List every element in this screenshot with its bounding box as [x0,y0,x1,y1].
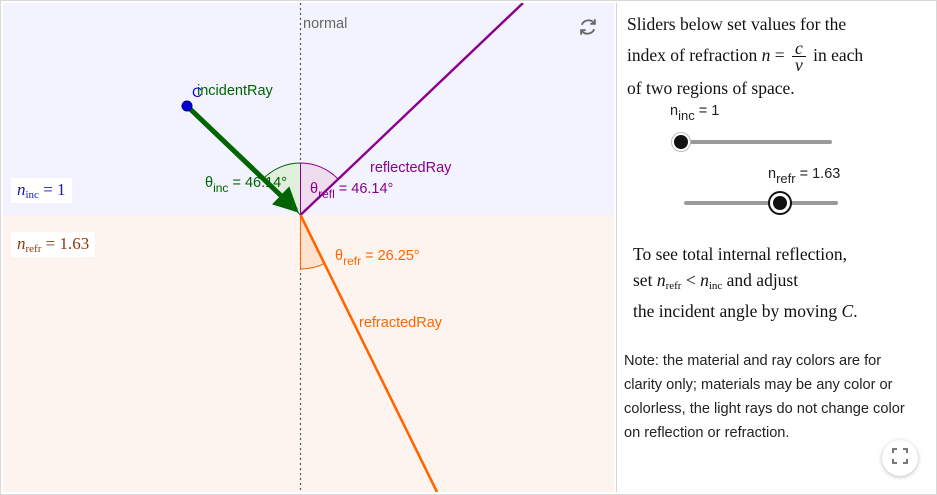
theta-refl-label: θrefl = 46.14° [310,181,393,201]
point-c[interactable] [181,100,193,112]
slider-n-inc-track[interactable] [680,140,832,144]
reset-icon[interactable] [577,16,599,38]
slider-n-inc-handle[interactable] [674,135,688,149]
incident-ray-label: incidentRay [197,83,274,99]
theta-refr-label: θrefr = 26.25° [335,248,420,268]
reflected-ray [299,3,524,216]
howto-line-3: the incident angle by moving C. [633,301,858,321]
howto-line-2: set nrefr < ninc and adjust [633,269,799,292]
intro-line-3: of two regions of space. [627,78,795,99]
slider-n-refr-label: nrefr = 1.63 [768,166,841,186]
theta-inc-label: θinc = 46.14° [205,175,287,195]
intro-text: Sliders below set values for the index o… [627,9,927,104]
ray-diagram[interactable]: normal C incidentRay reflectedRay refrac… [3,3,614,492]
fullscreen-icon [892,447,908,469]
n-refr-box: nrefr = 1.63 [11,232,96,257]
refracted-ray-label: refractedRay [359,315,443,331]
slider-n-refr-handle[interactable] [770,193,790,213]
n-inc-box: ninc = 1 [11,178,72,203]
howto-line-1: To see total internal reflection, [633,244,848,264]
fullscreen-button[interactable] [882,440,918,476]
panel-divider [616,3,617,492]
reflected-ray-label: reflectedRay [370,160,452,176]
slider-n-refr-track[interactable] [684,201,838,205]
normal-label: normal [303,16,347,32]
graphics-view[interactable]: normal C incidentRay reflectedRay refrac… [3,3,614,492]
note-text: Note: the material and ray colors are fo… [624,353,905,441]
algebra-panel: Sliders below set values for the index o… [618,3,934,492]
refracted-ray [299,214,439,492]
slider-n-inc-label: ninc = 1 [670,103,720,123]
howto-text: To see total internal reflection, set nr… [633,242,933,325]
incident-ray[interactable] [185,104,299,213]
point-c-label: C [192,84,202,100]
intro-line-1: Sliders below set values for the [627,14,847,34]
